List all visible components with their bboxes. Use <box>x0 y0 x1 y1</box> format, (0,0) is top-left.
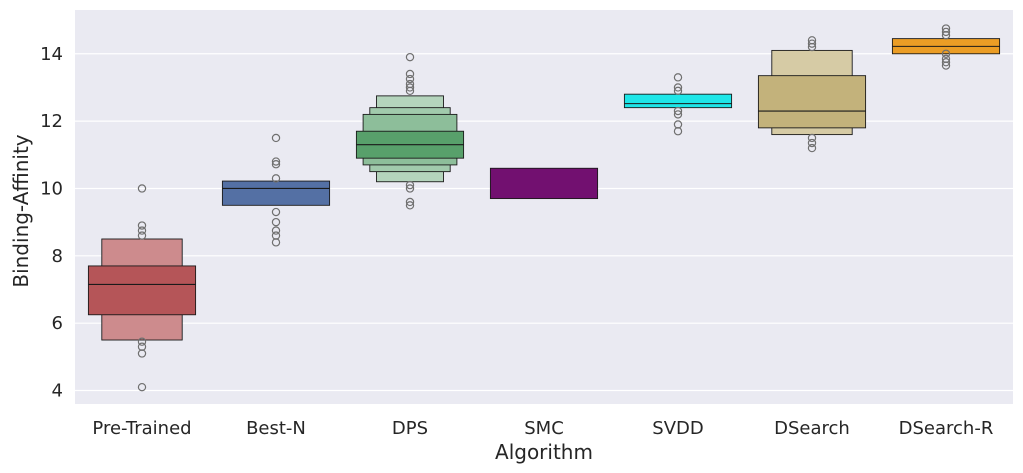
outlier-point <box>137 184 147 193</box>
outlier-point <box>405 201 415 210</box>
outlier-point <box>941 31 951 40</box>
outlier-point <box>137 221 147 230</box>
box-level <box>221 180 331 206</box>
outlier-point <box>405 83 415 92</box>
outlier-point <box>673 106 683 116</box>
outlier-point <box>941 57 951 67</box>
y-tick-label: 8 <box>52 246 63 267</box>
x-tick-label: Pre-Trained <box>92 418 191 439</box>
y-tick-label: 14 <box>40 44 63 65</box>
outlier-point <box>405 69 415 79</box>
outlier-point <box>405 197 415 207</box>
box-level <box>623 93 733 109</box>
outlier-point <box>137 226 147 235</box>
outlier-point <box>137 231 147 240</box>
outlier-point <box>405 184 415 193</box>
outlier-point <box>673 127 683 136</box>
box-level <box>489 167 599 200</box>
x-tick-label: SVDD <box>652 418 703 439</box>
outlier-point <box>271 160 281 169</box>
outlier-point <box>807 42 817 52</box>
series-dsearch <box>757 36 867 153</box>
x-tick-label: SMC <box>524 418 564 439</box>
outlier-point <box>673 73 683 82</box>
outlier-point <box>673 83 683 92</box>
outlier-point <box>405 86 415 96</box>
series-dps <box>355 52 465 210</box>
y-tick-label: 6 <box>52 313 63 334</box>
y-tick-labels: 4 6 8 10 12 14 <box>40 44 63 402</box>
y-tick-label: 4 <box>52 381 63 402</box>
outlier-point <box>271 226 281 235</box>
x-tick-label: DPS <box>392 418 428 439</box>
outlier-point <box>807 143 817 153</box>
plot-background <box>75 10 1013 404</box>
series-svdd <box>623 73 733 136</box>
outlier-point <box>137 349 147 358</box>
x-axis-label: Algorithm <box>495 440 593 464</box>
box-level <box>87 265 197 316</box>
outlier-point <box>941 27 951 37</box>
outlier-point <box>137 382 147 392</box>
y-axis-label: Binding-Affinity <box>9 134 33 287</box>
outlier-point <box>271 157 281 166</box>
series-best-n <box>221 133 331 247</box>
outlier-point <box>271 217 281 227</box>
outlier-point <box>405 52 415 62</box>
outlier-point <box>137 337 147 346</box>
x-tick-label: DSearch-R <box>899 418 994 439</box>
outlier-point <box>673 110 683 119</box>
outlier-point <box>271 238 281 247</box>
outlier-point <box>271 174 281 183</box>
y-tick-label: 12 <box>40 111 63 132</box>
outlier-point <box>271 133 281 143</box>
x-tick-label: DSearch <box>774 418 850 439</box>
outlier-point <box>941 61 951 70</box>
y-tick-label: 10 <box>40 178 63 199</box>
outlier-point <box>405 74 415 84</box>
x-tick-labels: Pre-Trained Best-N DPS SMC SVDD DSearch DSearc… <box>92 418 993 439</box>
outlier-point <box>271 207 281 217</box>
outlier-point <box>941 49 951 58</box>
box-level <box>757 75 867 129</box>
x-tick-label: Best-N <box>246 418 306 439</box>
series-pre-trained <box>87 184 197 392</box>
outlier-point <box>807 133 817 143</box>
series-dsearch-r <box>891 24 1001 70</box>
series-smc <box>489 167 599 200</box>
outlier-point <box>807 138 817 148</box>
outlier-point <box>673 86 683 96</box>
outlier-point <box>807 39 817 48</box>
outlier-point <box>405 180 415 190</box>
boxes <box>87 24 1001 392</box>
